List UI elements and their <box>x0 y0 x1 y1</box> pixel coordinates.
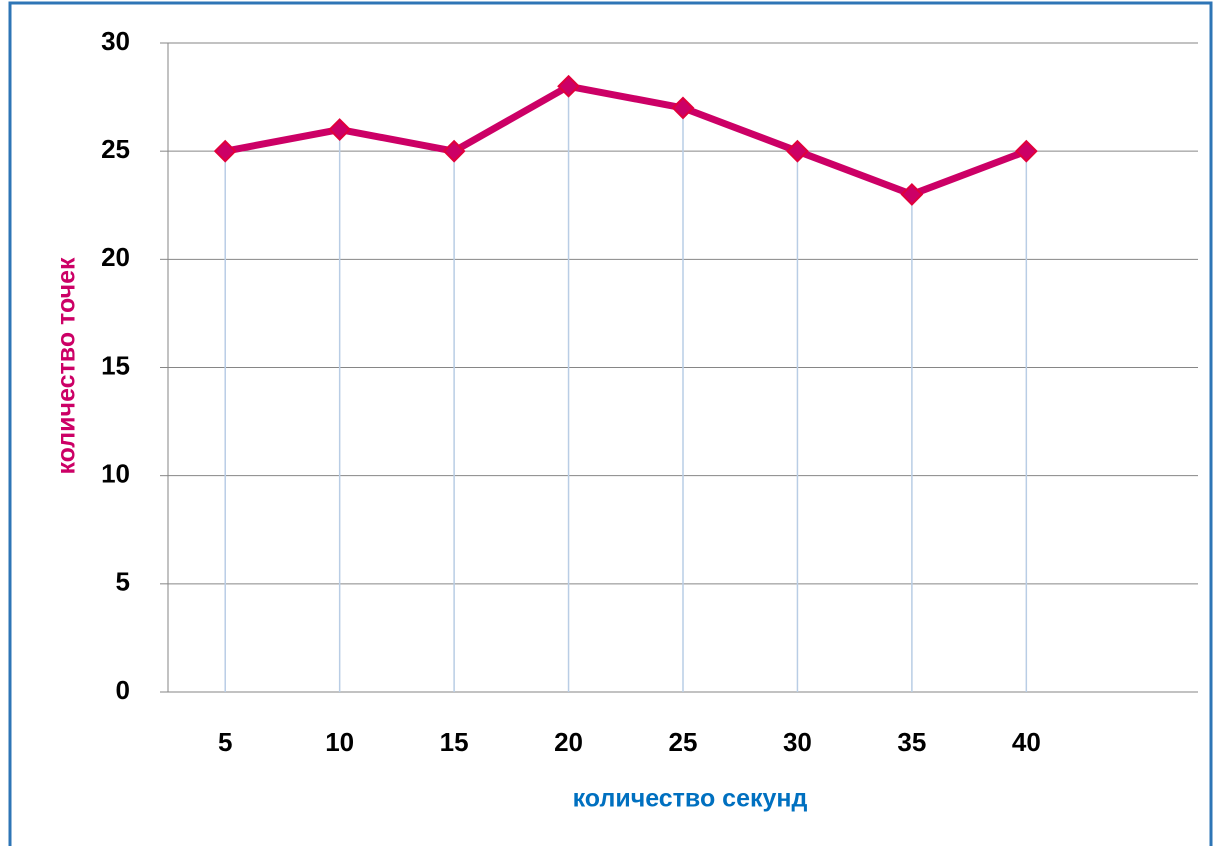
x-tick-label: 35 <box>897 727 926 757</box>
marker <box>442 139 466 163</box>
y-tick-label: 0 <box>116 675 130 705</box>
y-tick-label: 20 <box>101 242 130 272</box>
y-tick-label: 10 <box>101 459 130 489</box>
frame <box>8 1 1213 846</box>
x-axis-label: количество секунд <box>573 785 808 813</box>
x-tick-label: 15 <box>440 727 469 757</box>
x-tick-label: 40 <box>1012 727 1041 757</box>
y-tick-label: 30 <box>101 26 130 56</box>
line <box>224 82 1028 198</box>
marker <box>900 183 924 206</box>
x-tick-label: 25 <box>669 727 698 757</box>
y-axis-label: количество точек <box>53 257 81 475</box>
x-tick-label: 10 <box>325 727 354 757</box>
x-tick-label: 20 <box>554 727 583 757</box>
y-tick-label: 25 <box>101 134 130 164</box>
marker <box>328 118 352 141</box>
marker <box>786 139 809 163</box>
y-tick-label: 15 <box>101 350 130 380</box>
marker <box>671 96 695 120</box>
marker <box>1014 139 1038 163</box>
x-tick-label: 30 <box>783 727 812 757</box>
marker <box>213 139 237 163</box>
y-tick-label: 5 <box>116 567 130 597</box>
marker <box>557 74 580 98</box>
x-tick-label: 5 <box>218 727 232 757</box>
